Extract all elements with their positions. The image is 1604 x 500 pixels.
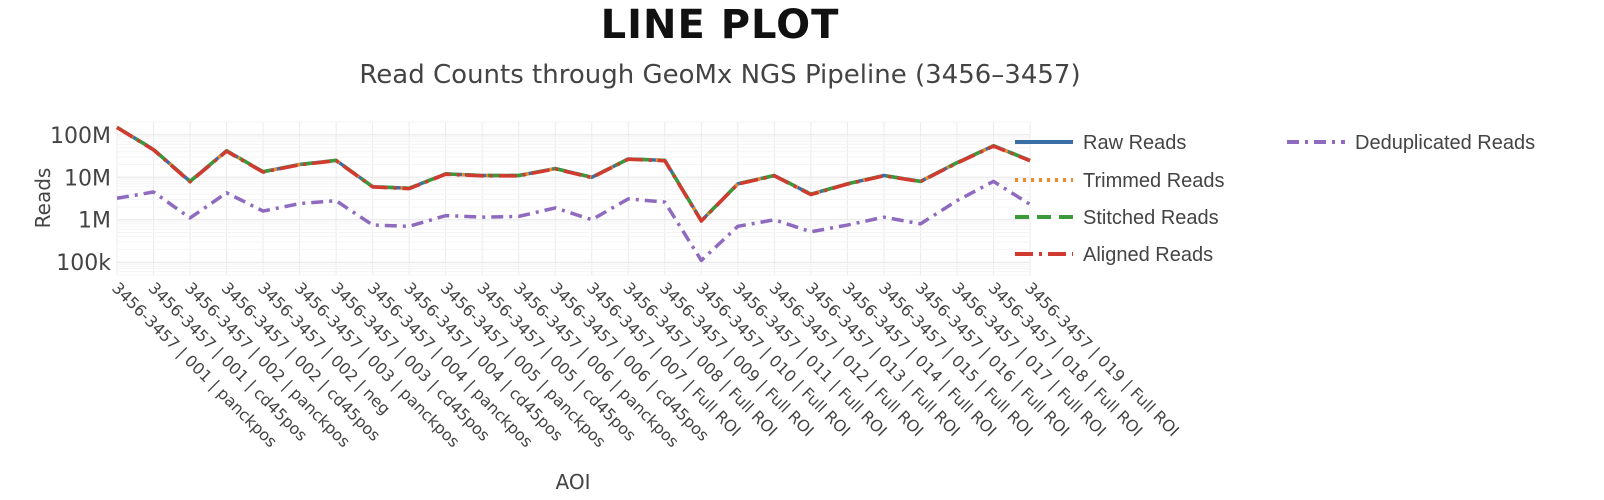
series-line-deduplicated-reads xyxy=(116,179,1031,263)
y-tick-label: 1M xyxy=(78,209,111,234)
y-axis-label: Reads xyxy=(31,168,55,229)
legend[interactable]: Raw Reads Trimmed Reads Stitched Reads Alig… xyxy=(1015,132,1535,266)
legend-item-deduplicated-reads[interactable]: Deduplicated Reads xyxy=(1287,132,1535,154)
chart-title: Read Counts through GeoMx NGS Pipeline (… xyxy=(359,60,1081,90)
y-axis-ticks: 100k 1M 10M 100M xyxy=(50,124,111,276)
legend-item-trimmed-reads[interactable]: Trimmed Reads xyxy=(1015,170,1225,192)
x-axis-label: AOI xyxy=(556,470,591,494)
figure-title: LINE PLOT xyxy=(600,2,840,48)
legend-item-raw-reads[interactable]: Raw Reads xyxy=(1015,132,1186,154)
legend-label: Raw Reads xyxy=(1083,132,1186,154)
legend-label: Deduplicated Reads xyxy=(1355,132,1535,154)
legend-item-stitched-reads[interactable]: Stitched Reads xyxy=(1015,207,1219,229)
series-lines xyxy=(116,125,1031,263)
y-tick-label: 10M xyxy=(64,166,111,191)
y-tick-label: 100M xyxy=(50,124,111,149)
legend-label: Stitched Reads xyxy=(1083,207,1219,229)
grid xyxy=(116,121,1031,276)
legend-label: Trimmed Reads xyxy=(1083,170,1225,192)
legend-label: Aligned Reads xyxy=(1083,244,1213,266)
y-tick-label: 100k xyxy=(56,251,111,276)
legend-item-aligned-reads[interactable]: Aligned Reads xyxy=(1015,244,1213,266)
series-line-aligned-reads xyxy=(116,126,1031,223)
